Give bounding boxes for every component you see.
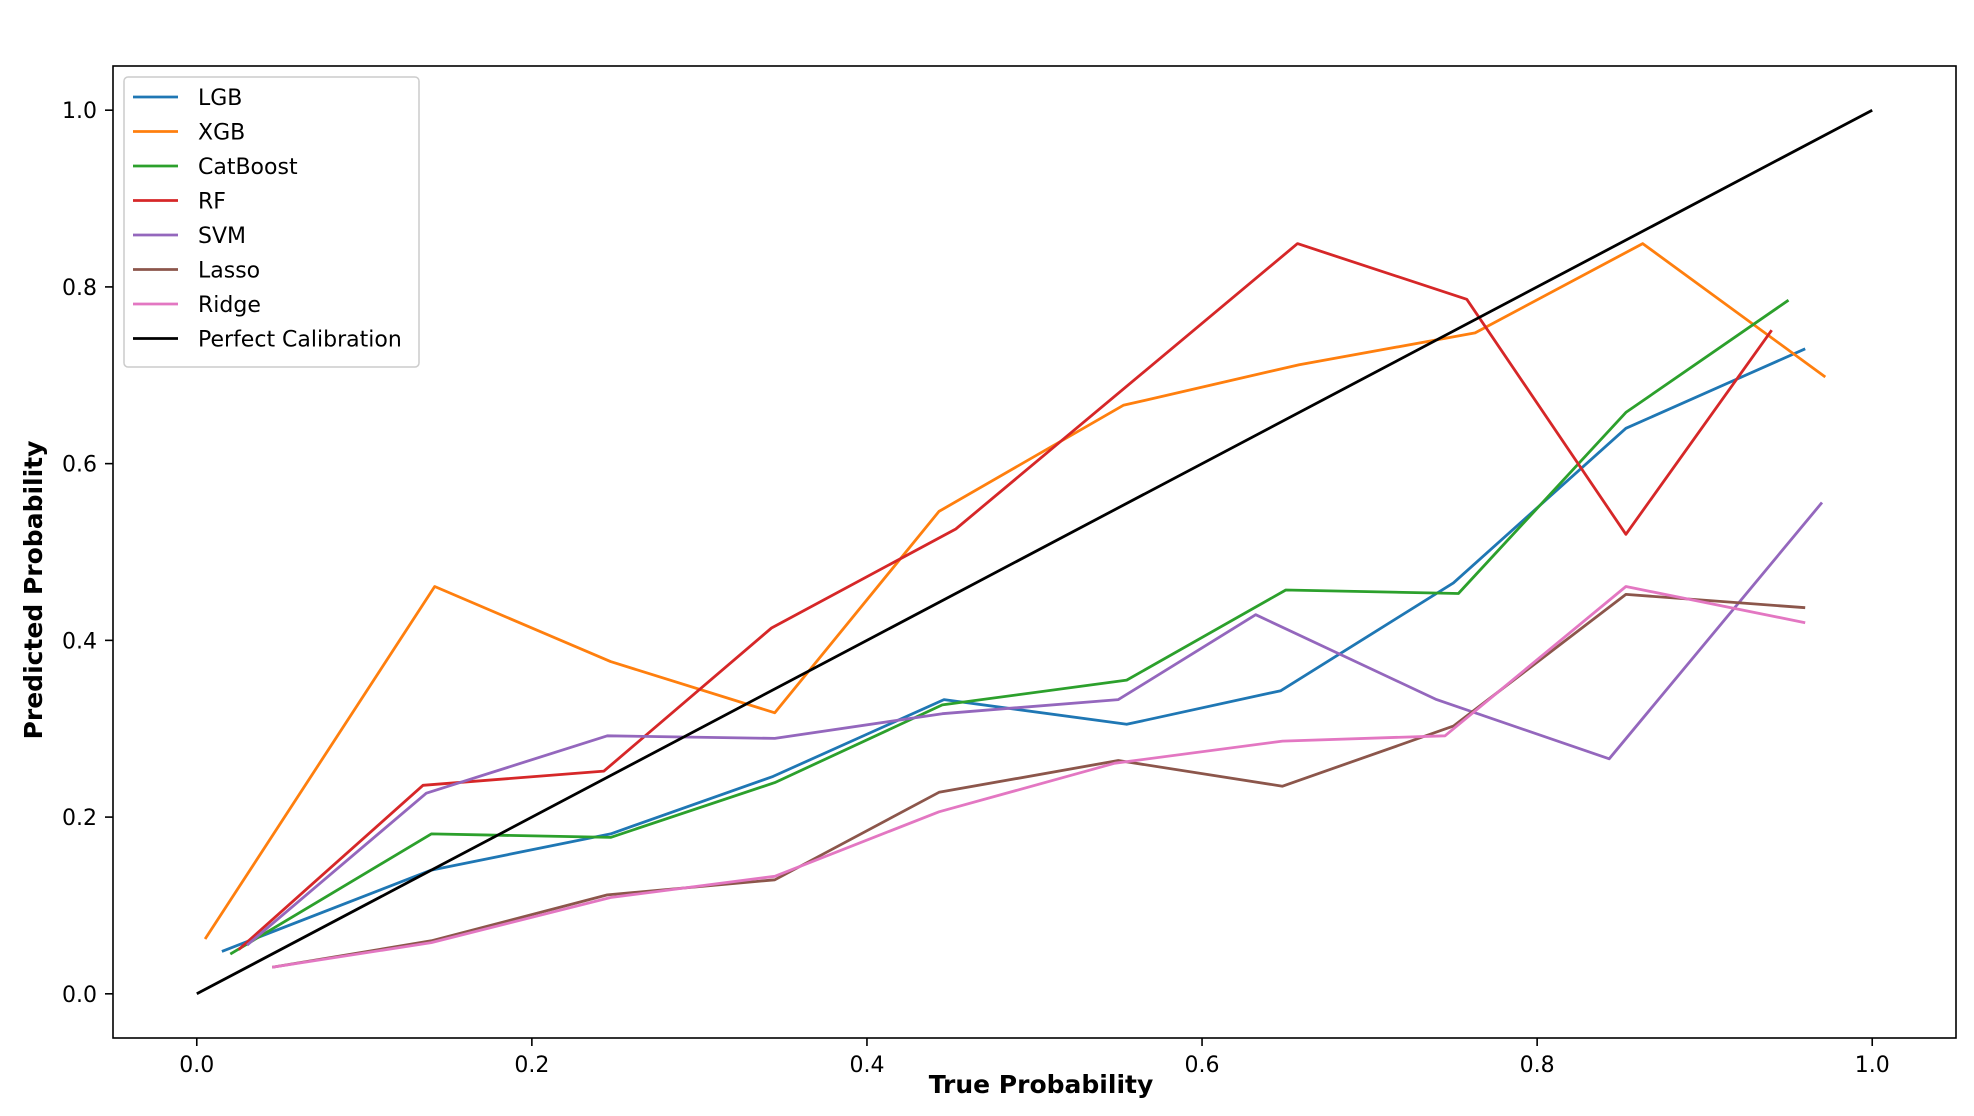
y-tick-label: 0.0	[62, 983, 97, 1008]
legend-label-perfect-calibration: Perfect Calibration	[198, 328, 402, 353]
legend: LGB XGB CatBoost RF SVM Lasso Ridge Perfect Cal…	[123, 76, 420, 368]
series-lines	[196, 108, 1873, 996]
plot-frame	[112, 65, 1957, 1039]
y-tick-label: 0.6	[62, 453, 97, 478]
legend-label-lgb: LGB	[198, 86, 242, 111]
series-line-xgb	[203, 242, 1827, 940]
legend-label-ridge: Ridge	[198, 293, 261, 318]
series-line-rf	[237, 242, 1773, 951]
x-tick-label: 0.6	[1185, 1053, 1220, 1078]
x-tick-label: 0.2	[514, 1053, 549, 1078]
legend-label-lasso: Lasso	[198, 259, 260, 284]
y-tick-label: 0.2	[62, 806, 97, 831]
x-tick-label: 0.8	[1520, 1053, 1555, 1078]
x-tick-label: 0.4	[849, 1053, 884, 1078]
legend-box	[123, 76, 420, 368]
legend-label-catboost: CatBoost	[198, 155, 298, 180]
y-axis-title: Predicted Probability	[19, 441, 48, 740]
legend-label-svm: SVM	[198, 224, 246, 249]
y-tick-label: 1.0	[62, 99, 97, 124]
series-line-svm	[246, 501, 1824, 947]
x-axis: 0.0 0.2 0.4 0.6 0.8 1.0	[179, 1038, 1890, 1078]
series-line-perfect-calibration	[196, 108, 1873, 996]
legend-label-xgb: XGB	[198, 121, 245, 146]
x-axis-title: True Probability	[929, 1070, 1154, 1099]
legend-label-rf: RF	[198, 190, 226, 215]
y-axis: 0.0 0.2 0.4 0.6 0.8 1.0	[62, 99, 113, 1008]
x-tick-label: 1.0	[1855, 1053, 1890, 1078]
x-tick-label: 0.0	[179, 1053, 214, 1078]
series-line-ridge	[271, 585, 1806, 969]
series-line-lasso	[271, 593, 1806, 969]
series-line-catboost	[229, 299, 1790, 956]
y-tick-label: 0.8	[62, 276, 97, 301]
y-tick-label: 0.4	[62, 629, 97, 654]
